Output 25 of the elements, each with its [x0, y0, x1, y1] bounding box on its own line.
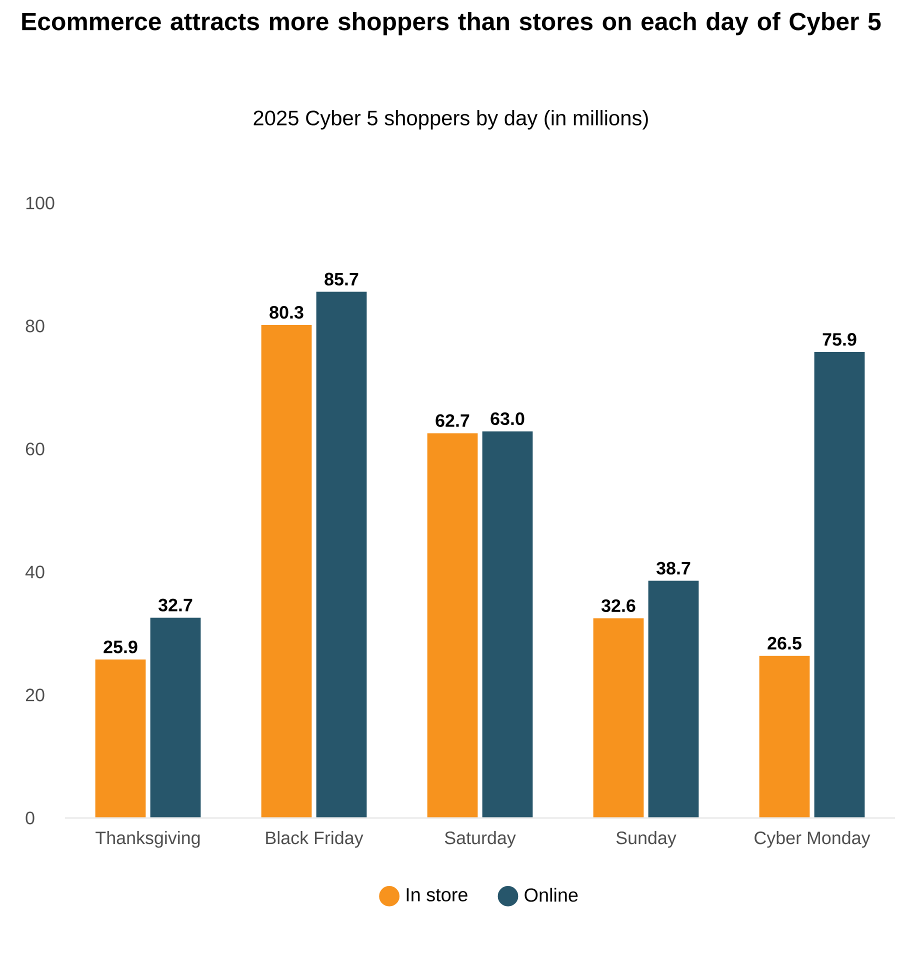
data-label: 85.7 [324, 272, 358, 286]
x-tick-label: Cyber Monday [754, 831, 870, 848]
y-tick-label: 20 [26, 688, 44, 702]
y-tick-label: 40 [25, 566, 44, 578]
data-label: 63.0 [490, 412, 524, 426]
y-tick-label: 100 [26, 196, 54, 210]
legend-label: In store [406, 888, 468, 902]
x-tick-label: Sunday [616, 831, 676, 848]
y-tick-label: 60 [26, 442, 44, 456]
data-label: 80.3 [270, 306, 304, 319]
data-label: 25.9 [104, 640, 138, 654]
data-label: 26.5 [768, 636, 802, 650]
data-label: 32.7 [158, 598, 192, 612]
x-tick-label: Saturday [444, 831, 516, 848]
data-label: 38.7 [656, 562, 690, 575]
y-tick-label: 0 [26, 812, 34, 824]
data-label: 32.6 [601, 599, 636, 612]
data-label: 75.9 [822, 333, 856, 346]
chart-title: Ecommerce attracts more shoppers than stores on each day of Cyber 5 [22, 12, 881, 36]
x-tick-label: Black Friday [266, 831, 364, 848]
legend-label: Online [524, 888, 578, 902]
chart-subtitle: 2025 Cyber 5 shoppers by day (in millions) [254, 110, 648, 130]
x-tick-label: Thanksgiving [96, 831, 200, 848]
y-tick-label: 80 [26, 320, 44, 332]
data-label: 62.7 [436, 414, 470, 427]
